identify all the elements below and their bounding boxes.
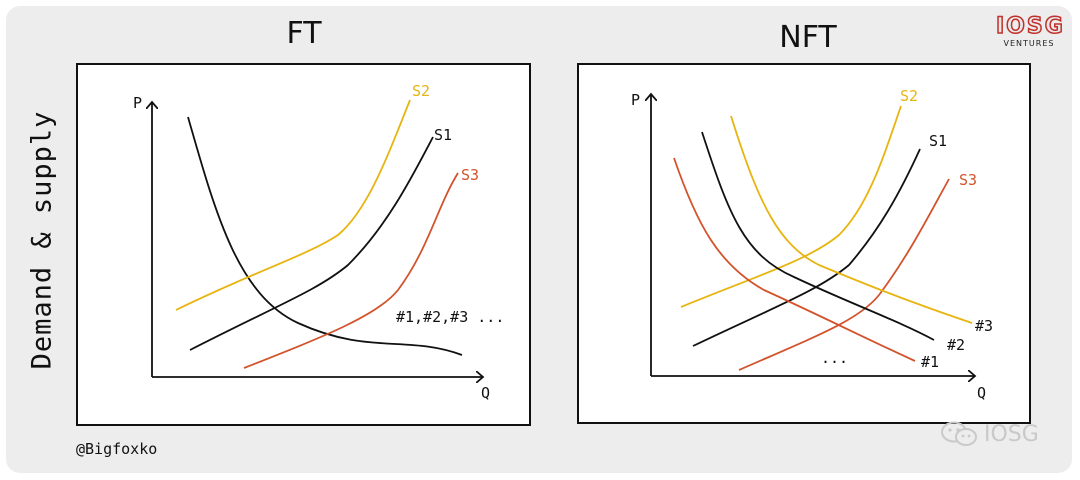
label-s2: S2 xyxy=(900,87,918,105)
credit: @Bigfoxko xyxy=(76,440,158,458)
wechat-icon xyxy=(941,421,977,446)
ft-chart: P Q S2 S1 S3 #1,#2,#3 ... xyxy=(133,82,504,402)
label-s2: S2 xyxy=(412,82,430,100)
brand-logo: IOSG VENTURES xyxy=(995,14,1065,48)
label-d1: #1 xyxy=(921,353,939,371)
demand-curve-3 xyxy=(730,115,973,324)
label-s3: S3 xyxy=(461,166,479,184)
label-d3: #3 xyxy=(975,317,993,335)
x-axis-label: Q xyxy=(481,384,490,402)
demand-curve-1 xyxy=(673,157,916,362)
brand-logo-main: IOSG xyxy=(995,14,1065,39)
demand-curve-2 xyxy=(701,131,935,341)
y-axis-label: P xyxy=(133,94,142,112)
x-axis-label: Q xyxy=(977,384,986,402)
label-s1: S1 xyxy=(434,126,452,144)
supply-curve-s1 xyxy=(692,148,921,347)
demand-curve xyxy=(187,116,463,356)
nft-panel: P Q S2 S1 S3 #3 #2 #1 ... xyxy=(577,63,1031,424)
y-axis-label: P xyxy=(631,91,640,109)
watermark-text: IOSG xyxy=(984,421,1039,447)
ft-panel: P Q S2 S1 S3 #1,#2,#3 ... xyxy=(76,63,531,426)
label-d2: #2 xyxy=(947,336,965,354)
y-axis-title: Demand & supply xyxy=(26,110,58,370)
nft-panel-title: NFT xyxy=(779,20,837,55)
label-s3: S3 xyxy=(959,171,977,189)
supply-curve-s1 xyxy=(189,136,434,351)
watermark: IOSG xyxy=(940,420,1039,448)
nft-chart: P Q S2 S1 S3 #3 #2 #1 ... xyxy=(631,87,993,402)
brand-logo-sub: VENTURES xyxy=(1003,39,1055,48)
demand-label: #1,#2,#3 ... xyxy=(396,308,504,326)
supply-curve-s3 xyxy=(738,178,950,371)
ft-panel-title: FT xyxy=(286,16,322,51)
ellipsis: ... xyxy=(821,349,848,367)
supply-curve-s2 xyxy=(175,99,411,311)
supply-curve-s3 xyxy=(243,172,459,369)
supply-curve-s2 xyxy=(680,105,902,308)
label-s1: S1 xyxy=(929,132,947,150)
